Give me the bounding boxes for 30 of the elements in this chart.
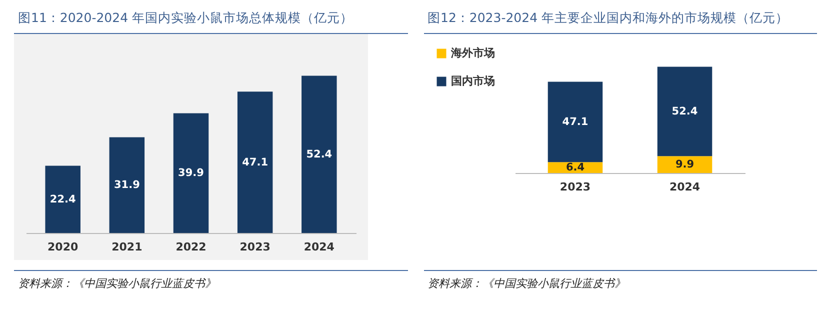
data-label: 31.9 [114,179,140,192]
x-tick-label: 2023 [240,240,270,254]
bar [173,113,209,233]
x-tick-label: 2024 [304,240,335,254]
chart-title: 图11：2020-2024 年国内实验小鼠市场总体规模（亿元） [14,6,408,34]
data-label: 22.4 [50,193,76,206]
x-tick-label: 2022 [176,240,206,254]
legend-label: 海外市场 [450,46,494,60]
legend-label: 国内市场 [450,74,494,88]
data-label: 6.4 [565,162,584,174]
bar [45,166,80,233]
x-tick-label: 2024 [668,180,700,194]
data-label: 9.9 [674,158,694,171]
bar [547,82,602,162]
bar [302,76,337,233]
x-tick-label: 2021 [112,240,142,254]
text: 资料来源：《中国实验小鼠行业蓝皮书》 [428,276,626,291]
x-tick-label: 2020 [48,240,78,254]
data-label: 52.4 [671,105,698,118]
data-label: 47.1 [242,156,268,168]
data-label: 52.4 [306,148,332,160]
chart-title: 图12：2023-2024 年主要企业国内和海外的市场规模（亿元） [424,6,817,34]
bar [656,66,712,156]
bar [109,137,145,233]
data-label: 39.9 [178,167,204,180]
x-tick-label: 2023 [559,180,590,194]
text: 资料来源：《中国实验小鼠行业蓝皮书》 [18,276,217,291]
data-label: 47.1 [562,116,588,128]
bar [237,92,273,233]
bar [656,156,712,173]
